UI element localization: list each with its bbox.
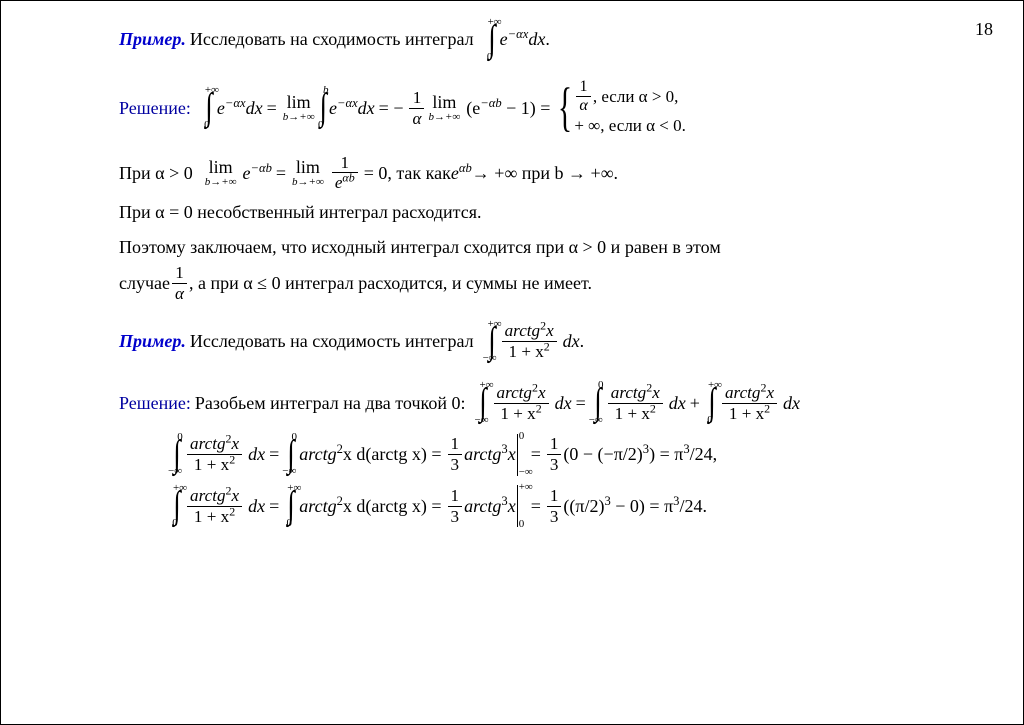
example2-prompt: Пример. Исследовать на сходимость интегр… [119, 319, 908, 365]
integral-icon: +∞ ∫ 0 [202, 85, 216, 131]
example2-split: Решение: Разобьем интеграл на два точкой… [119, 380, 908, 426]
evaluation-bar: +∞ 0 [517, 485, 518, 527]
page-number: 18 [975, 15, 993, 44]
example-label: Пример. [119, 25, 186, 54]
evaluation-bar: 0 −∞ [517, 434, 518, 476]
example1-line5b: случае 1α , а при α ≤ 0 интеграл расходи… [119, 264, 908, 303]
example2-calc1: 0∫−∞ arctg2x 1 + x2 dx = 0∫−∞ arctg2x d(… [169, 432, 908, 478]
integral-icon: +∞ ∫ −∞ [485, 319, 499, 365]
solution-label: Решение: [119, 389, 191, 418]
solution-label: Решение: [119, 94, 191, 123]
example1-text: Исследовать на сходимость интеграл [190, 25, 474, 54]
example2-calc2: +∞∫0 arctg2x 1 + x2 dx = +∞∫0 arctg2x d(… [169, 483, 908, 529]
example-label: Пример. [119, 327, 186, 356]
example1-solution-line: Решение: +∞ ∫ 0 e−αxdx = lim b→+∞ b ∫ 0 … [119, 79, 908, 138]
example2-text: Исследовать на сходимость интеграл [190, 327, 474, 356]
fraction: 1 α [407, 89, 426, 128]
page: 18 Пример. Исследовать на сходимость инт… [0, 0, 1024, 725]
limit: lim b→+∞ [283, 93, 315, 123]
example1-line4: При α = 0 несобственный интеграл расходи… [119, 198, 908, 227]
integral-icon: +∞ ∫ 0 [485, 17, 499, 63]
example1-prompt: Пример. Исследовать на сходимость интегр… [119, 17, 908, 63]
limit: lim b→+∞ [428, 93, 460, 123]
period: . [545, 25, 550, 54]
example1-line5a: Поэтому заключаем, что исходный интеграл… [119, 233, 908, 262]
example1-line3: При α > 0 limb→+∞ e−αb = limb→+∞ 1eαb = … [119, 154, 908, 193]
integrand: e−αxdx [500, 25, 546, 54]
integral-icon: b ∫ 0 [318, 85, 328, 131]
cases-brace: { 1α , если α > 0, + ∞, если α < 0. [552, 79, 685, 138]
